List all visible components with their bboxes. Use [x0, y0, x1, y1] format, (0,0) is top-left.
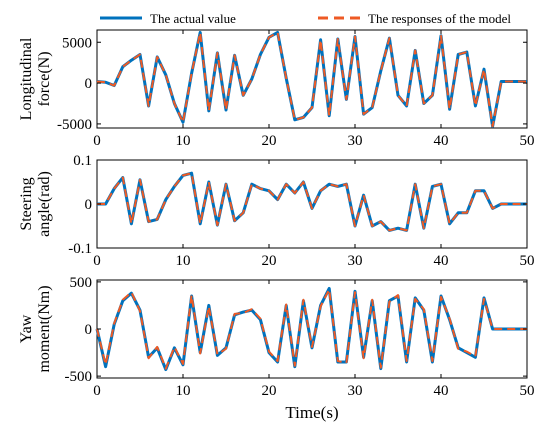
y-tick-label: 5000 [62, 35, 92, 51]
plot-area [96, 29, 528, 129]
x-tick-label: 40 [434, 253, 449, 269]
y-axis-label-line: angle(rad) [36, 171, 53, 237]
x-tick-label: 0 [93, 253, 101, 269]
x-tick-label: 20 [262, 133, 277, 149]
x-tick-label: 50 [520, 253, 535, 269]
x-tick-label: 30 [348, 133, 363, 149]
legend-actual-label: The actual value [150, 11, 236, 26]
x-tick-label: 30 [348, 253, 363, 269]
panels: 0 10 20 30 40 5050000-5000Longitudinalforce(N… [18, 29, 535, 399]
y-axis-label-line: Longitudinal [18, 37, 35, 120]
x-tick-label: 0 [93, 383, 101, 399]
x-tick-label: 20 [262, 253, 277, 269]
series-model-line [96, 31, 527, 128]
x-tick-label: 10 [176, 133, 191, 149]
x-tick-label: 40 [434, 383, 449, 399]
y-tick-label: 500 [70, 275, 93, 291]
x-axis-label: Time(s) [285, 403, 338, 422]
x-tick-label: 50 [520, 133, 535, 149]
x-tick-label: 0 [93, 133, 101, 149]
y-tick-label: -500 [65, 369, 93, 385]
series-actual-line [97, 171, 527, 232]
y-tick-label: -0.1 [68, 241, 92, 257]
y-axis-label: Yawmoment(Nm) [18, 285, 53, 372]
y-axis-label-line: force(N) [36, 51, 53, 106]
series-actual-line [96, 30, 527, 128]
x-tick-label: 20 [262, 383, 277, 399]
panel-1: 0 10 20 30 40 5050000-5000Longitudinalforce(N… [18, 29, 535, 149]
y-tick-label: 0.1 [73, 153, 92, 169]
x-tick-label: 50 [520, 383, 535, 399]
y-axis-label-line: Yaw [18, 314, 35, 343]
x-tick-label: 10 [176, 383, 191, 399]
y-axis-label-line: moment(Nm) [36, 285, 53, 372]
x-tick-label: 40 [434, 133, 449, 149]
y-axis-label: Steeringangle(rad) [18, 171, 53, 237]
y-tick-label: 0 [85, 197, 93, 213]
y-axis-label-line: Steering [18, 177, 35, 230]
x-tick-label: 10 [176, 253, 191, 269]
legend-model-label: The responses of the model [368, 11, 511, 26]
y-axis-label: Longitudinalforce(N) [18, 37, 53, 120]
y-tick-label: 0 [85, 76, 93, 92]
x-tick-label: 30 [348, 383, 363, 399]
series-model-line [96, 288, 527, 370]
y-tick-label: 0 [85, 322, 93, 338]
series-model-line [97, 172, 527, 232]
legend: The actual value The responses of the mo… [100, 11, 511, 26]
y-tick-label: -5000 [57, 117, 92, 133]
plot-area [96, 279, 528, 379]
